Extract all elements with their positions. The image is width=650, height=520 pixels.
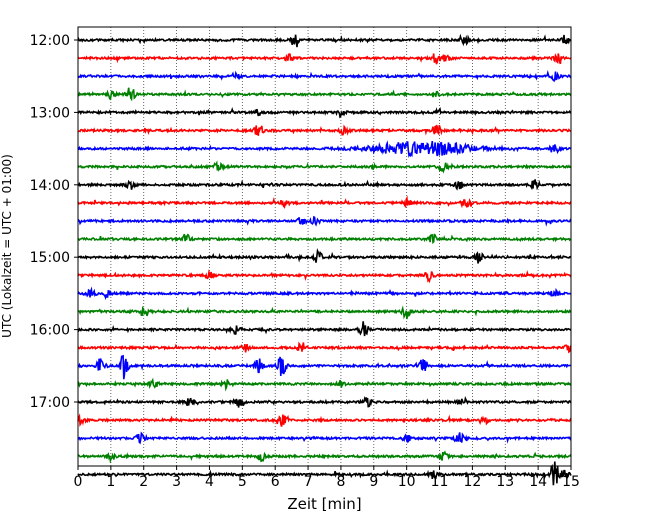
trace-line xyxy=(77,286,572,301)
trace-line xyxy=(77,215,572,227)
trace-line xyxy=(77,69,572,83)
trace-line xyxy=(77,233,572,245)
x-tick-label: 13 xyxy=(496,474,514,490)
trace-line xyxy=(77,160,572,174)
trace-line xyxy=(77,33,572,48)
x-axis-ticks: 0 1 2 3 4 5 6 7 8 9 10 11 12 13 14 15 xyxy=(74,466,580,490)
trace-line xyxy=(77,248,572,264)
trace-line xyxy=(77,354,572,380)
trace-line xyxy=(77,431,572,445)
x-tick-label: 3 xyxy=(172,474,181,490)
trace-line xyxy=(77,461,572,486)
x-tick-label: 11 xyxy=(431,474,449,490)
y-tick-label: 13:00 xyxy=(30,105,70,121)
x-tick-label: 0 xyxy=(74,474,83,490)
trace-line xyxy=(77,377,572,392)
x-tick-label: 6 xyxy=(271,474,280,490)
y-tick-label: 15:00 xyxy=(30,250,70,266)
trace-line xyxy=(77,195,572,209)
x-tick-label: 5 xyxy=(238,474,247,490)
x-tick-label: 15 xyxy=(562,474,580,490)
x-tick-label: 9 xyxy=(369,474,378,490)
x-axis-title: Zeit [min] xyxy=(287,495,361,513)
trace-line xyxy=(77,305,572,320)
trace-line xyxy=(77,450,572,464)
trace-line xyxy=(77,321,572,337)
y-axis-ticks: 12:00 13:00 14:00 15:00 16:00 17:00 xyxy=(30,33,78,411)
x-tick-label: 8 xyxy=(336,474,345,490)
x-tick-label: 1 xyxy=(106,474,115,490)
trace-line xyxy=(77,395,572,408)
trace-line xyxy=(77,87,572,102)
trace-line xyxy=(77,140,572,158)
trace-line xyxy=(77,413,572,428)
x-tick-label: 4 xyxy=(205,474,214,490)
y-axis-title: UTC (Lokalzeit = UTC + 01:00) xyxy=(0,154,14,338)
x-tick-label: 10 xyxy=(398,474,416,490)
y-tick-label: 16:00 xyxy=(30,323,70,339)
trace-line xyxy=(77,53,572,65)
x-tick-label: 12 xyxy=(463,474,481,490)
trace-line xyxy=(77,124,572,136)
seismic-traces xyxy=(77,33,572,486)
x-tick-label: 14 xyxy=(529,474,547,490)
trace-line xyxy=(77,341,572,354)
grid-lines xyxy=(110,27,539,466)
x-tick-label: 7 xyxy=(304,474,313,490)
y-tick-label: 12:00 xyxy=(30,33,70,49)
trace-line xyxy=(77,269,572,284)
plot-frame xyxy=(77,26,572,467)
x-tick-label: 2 xyxy=(139,474,148,490)
y-tick-label: 17:00 xyxy=(30,395,70,411)
trace-line xyxy=(77,106,572,119)
trace-line xyxy=(77,179,571,191)
y-tick-label: 14:00 xyxy=(30,178,70,194)
